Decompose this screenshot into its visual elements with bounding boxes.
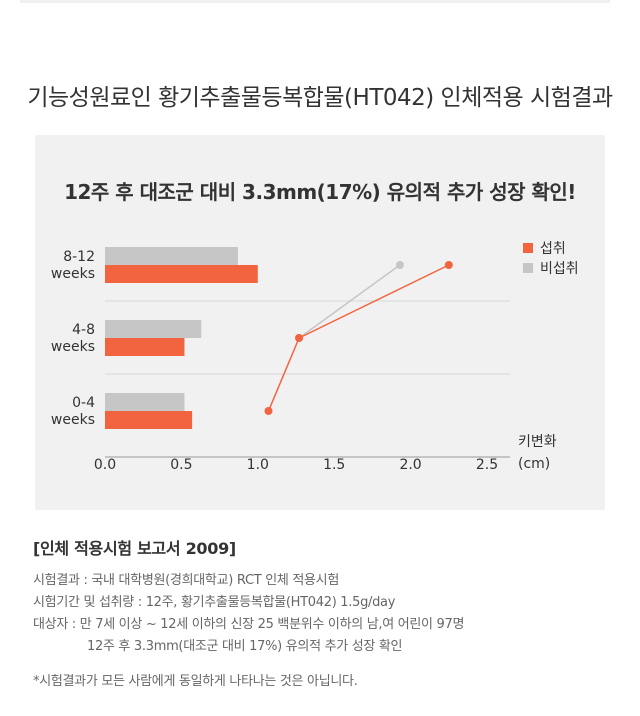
x-tick-label-1: 0.5: [170, 457, 192, 473]
legend-item-non-intake: 비섭취: [523, 258, 579, 278]
report-footnote: *시험결과가 모든 사람에게 동일하게 나타나는 것은 아닙니다.: [33, 674, 358, 689]
x-axis-label-0: 키변화: [518, 434, 557, 450]
bar-non-intake-0: [105, 247, 238, 265]
point-series-0-0: [444, 261, 453, 269]
legend-swatch-intake: [523, 243, 533, 253]
category-label-0-0: 8-12: [63, 249, 95, 265]
chart-panel: 12주 후 대조군 대비 3.3mm(17%) 유의적 추가 성장 확인! 8-…: [35, 135, 605, 510]
bar-intake-2: [105, 411, 193, 429]
line-series-1: [298, 264, 401, 339]
category-label-2-0: 0-4: [72, 395, 95, 411]
top-divider: [20, 0, 610, 3]
legend-item-intake: 섭취: [523, 238, 579, 258]
report-section: [인체 적용시험 보고서 2009] 시험결과 : 국내 대학병원(경희대학교)…: [33, 535, 623, 689]
legend-swatch-non-intake: [523, 263, 533, 273]
report-line-result: 시험결과 : 국내 대학병원(경희대학교) RCT 인체 적용시험: [33, 573, 339, 588]
report-line-period: 시험기간 및 섭취량 : 12주, 황기추출물등복합물(HT042) 1.5g/…: [33, 595, 396, 610]
chart-legend: 섭취 비섭취: [523, 238, 579, 278]
x-tick-label-4: 2.0: [399, 457, 421, 473]
x-tick-label-2: 1.0: [247, 457, 269, 473]
x-tick-label-3: 1.5: [323, 457, 345, 473]
chart-title: 12주 후 대조군 대비 3.3mm(17%) 유의적 추가 성장 확인!: [64, 180, 576, 204]
report-line-subjects: 대상자 : 만 7세 이상 ~ 12세 이하의 신장 25 백분위수 이하의 남…: [33, 617, 465, 632]
category-label-1-0: 4-8: [72, 322, 95, 338]
point-series-1-0: [395, 261, 404, 269]
x-axis-label-1: (cm): [518, 456, 550, 472]
page-title: 기능성원료인 황기추출물등복합물(HT042) 인체적용 시험결과: [27, 85, 613, 111]
category-label-2-1: weeks: [51, 412, 95, 428]
category-label-0-1: weeks: [51, 266, 95, 282]
legend-label-intake: 섭취: [540, 241, 566, 257]
legend-label-non-intake: 비섭취: [540, 261, 579, 277]
point-series-0-1: [295, 334, 304, 342]
x-tick-label-5: 2.5: [476, 457, 498, 473]
point-series-0-2: [264, 407, 273, 415]
bar-non-intake-2: [105, 393, 185, 411]
report-title: [인체 적용시험 보고서 2009]: [33, 539, 236, 558]
bar-intake-0: [105, 265, 258, 283]
bar-intake-1: [105, 338, 185, 356]
category-label-1-1: weeks: [51, 339, 95, 355]
bar-non-intake-1: [105, 320, 202, 338]
x-tick-label-0: 0.0: [94, 457, 116, 473]
report-line-outcome: 12주 후 3.3mm(대조군 대비 17%) 유의적 추가 성장 확인: [87, 639, 403, 654]
